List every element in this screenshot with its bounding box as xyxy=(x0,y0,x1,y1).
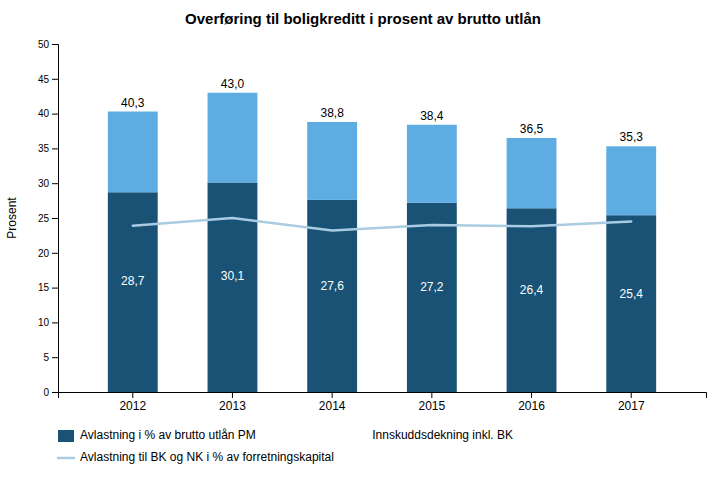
y-tick-mark xyxy=(52,183,58,184)
data-labels: 28,7 30,1 27,6 27,2 26,4 25,4 40,3 43,0 38,8 38,4… xyxy=(121,77,643,301)
y-tick: 50 xyxy=(38,39,58,50)
x-tick-mark xyxy=(631,392,632,398)
y-tick-mark xyxy=(52,253,58,254)
y-tick-mark xyxy=(52,79,58,80)
bar xyxy=(108,192,158,392)
bar-label: 27,2 xyxy=(420,280,444,294)
x-tick: 2013 xyxy=(219,392,246,413)
y-tick: 25 xyxy=(38,213,58,224)
y-tick-label: 35 xyxy=(38,143,50,154)
x-axis: 2012 2013 2014 2015 2016 2017 xyxy=(59,392,707,413)
legend-item: Avlastning i % av brutto utlån PM xyxy=(58,428,256,442)
bar-series xyxy=(108,183,656,392)
bar-label: 26,4 xyxy=(520,283,544,297)
chart: 0 5 10 15 20 25 30 35 40 45 50 2012 2013 2014 2015 2016… xyxy=(0,0,726,480)
total-label: 38,4 xyxy=(420,109,444,123)
y-tick-mark xyxy=(52,288,58,289)
y-tick-mark xyxy=(52,357,58,358)
x-tick-label: 2013 xyxy=(219,399,246,413)
x-tick: 2015 xyxy=(418,392,445,413)
y-axis: 0 5 10 15 20 25 30 35 40 45 50 xyxy=(38,39,59,398)
bar xyxy=(606,146,656,215)
bar xyxy=(507,138,557,208)
y-tick-mark xyxy=(52,322,58,323)
y-tick: 40 xyxy=(38,108,58,119)
x-tick-mark xyxy=(232,392,233,398)
legend-label: Avlastning i % av brutto utlån PM xyxy=(80,428,256,442)
bar-series xyxy=(108,93,656,215)
x-tick-label: 2012 xyxy=(119,399,146,413)
y-tick-label: 10 xyxy=(38,317,50,328)
y-tick: 30 xyxy=(38,178,58,189)
y-tick-label: 45 xyxy=(38,74,50,85)
y-tick-label: 5 xyxy=(43,352,49,363)
y-tick-label: 20 xyxy=(38,248,50,259)
line xyxy=(133,218,631,231)
y-tick-label: 15 xyxy=(38,282,50,293)
x-axis-line xyxy=(59,393,707,399)
y-tick-mark xyxy=(52,392,58,393)
total-label: 40,3 xyxy=(121,96,145,110)
x-tick-label: 2014 xyxy=(319,399,346,413)
x-tick-label: 2016 xyxy=(518,399,545,413)
y-tick: 35 xyxy=(38,143,58,154)
legend-swatch xyxy=(58,430,74,442)
annotation: Innskuddsdekning inkl. BK xyxy=(372,428,513,442)
legend-label: Avlastning til BK og NK i % av forretnin… xyxy=(80,450,334,464)
x-tick-mark xyxy=(531,392,532,398)
bar-label: 27,6 xyxy=(320,279,344,293)
bar xyxy=(407,125,457,203)
y-tick-mark xyxy=(52,148,58,149)
total-label: 43,0 xyxy=(221,77,245,91)
x-tick: 2016 xyxy=(518,392,545,413)
y-tick-label: 0 xyxy=(43,387,49,398)
y-tick-label: 50 xyxy=(38,39,50,50)
x-tick: 2012 xyxy=(119,392,146,413)
legend-item: Avlastning til BK og NK i % av forretnin… xyxy=(58,450,334,464)
x-tick-label: 2015 xyxy=(418,399,445,413)
bar xyxy=(108,112,158,193)
x-tick-mark xyxy=(431,392,432,398)
y-tick-mark xyxy=(52,44,58,45)
x-tick-mark xyxy=(132,392,133,398)
bar xyxy=(507,208,557,392)
y-axis-line xyxy=(52,45,59,393)
y-tick: 5 xyxy=(43,352,58,363)
legend: Avlastning i % av brutto utlån PM Avlastn… xyxy=(58,428,513,464)
x-tick: 2017 xyxy=(618,392,645,413)
y-tick-mark xyxy=(52,218,58,219)
y-tick: 15 xyxy=(38,282,58,293)
bar-label: 28,7 xyxy=(121,274,145,288)
total-label: 38,8 xyxy=(320,106,344,120)
bar xyxy=(208,93,258,183)
plot: 0 5 10 15 20 25 30 35 40 45 50 2012 2013 2014 2015 2016… xyxy=(38,39,707,413)
x-tick: 2014 xyxy=(319,392,346,413)
y-tick-label: 30 xyxy=(38,178,50,189)
y-tick-label: 25 xyxy=(38,213,50,224)
bar-label: 30,1 xyxy=(221,269,245,283)
y-tick-mark xyxy=(52,114,58,115)
y-axis-title: Prosent xyxy=(5,197,19,239)
legend-swatch xyxy=(58,457,74,460)
bar xyxy=(307,122,357,200)
marks xyxy=(108,93,656,392)
bar-label: 25,4 xyxy=(620,287,644,301)
bar xyxy=(606,215,656,392)
bar xyxy=(407,203,457,392)
y-tick-label: 40 xyxy=(38,108,50,119)
y-tick: 20 xyxy=(38,248,58,259)
y-tick: 45 xyxy=(38,74,58,85)
bar xyxy=(208,183,258,392)
y-tick: 0 xyxy=(43,387,58,398)
x-tick-mark xyxy=(332,392,333,398)
x-tick-label: 2017 xyxy=(618,399,645,413)
y-tick: 10 xyxy=(38,317,58,328)
total-label: 36,5 xyxy=(520,122,544,136)
title: Overføring til boligkreditt i prosent av… xyxy=(185,10,541,27)
total-label: 35,3 xyxy=(620,130,644,144)
